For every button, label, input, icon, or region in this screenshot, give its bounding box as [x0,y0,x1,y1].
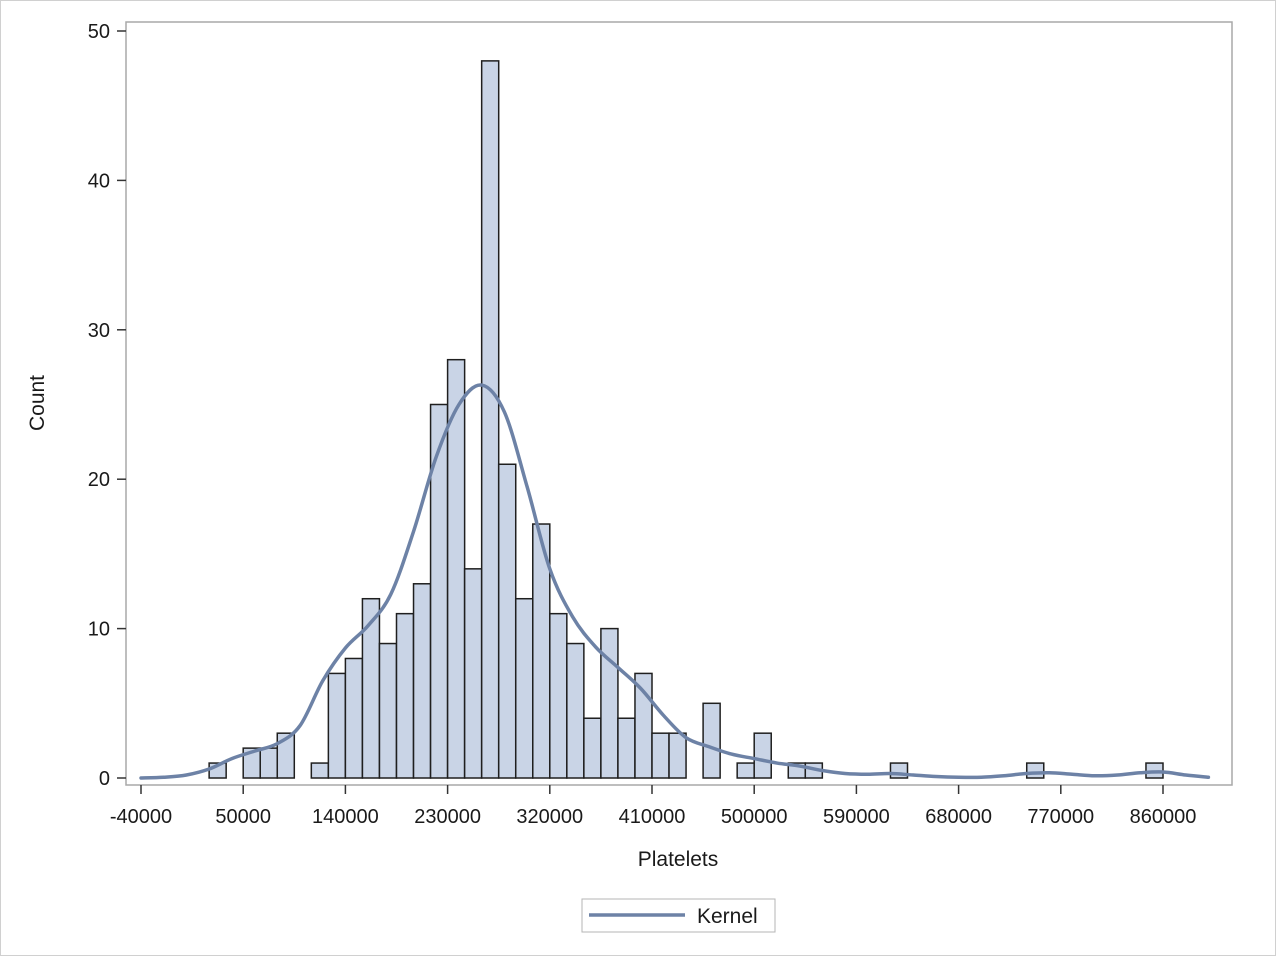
y-tick-label: 40 [88,170,110,192]
x-tick-label: 140000 [312,806,379,828]
histogram-bar [276,732,296,779]
histogram-bar [514,597,534,779]
legend-kernel-label: Kernel [697,905,758,928]
histogram-bar [634,672,653,779]
histogram-bar [600,627,619,779]
histogram-bar [566,642,585,779]
histogram-bar [310,762,330,779]
histogram-bar [327,672,347,779]
x-tick-label: 410000 [619,806,686,828]
histogram-bar [497,463,517,779]
x-tick-label: -40000 [110,806,172,828]
histogram-bar [668,732,687,779]
x-axis: -40000 50000 140000 230000 320000 410000 50000… [110,785,1197,828]
histogram-bar [395,612,415,779]
y-axis: 0 10 20 30 40 50 [88,21,126,790]
kernel-layer [139,383,1211,780]
histogram-bar [583,717,602,779]
x-tick-label: 860000 [1130,806,1197,828]
histogram-bar [651,732,670,779]
x-tick-label: 590000 [823,806,890,828]
plot-area-frame [125,21,1233,786]
histogram-bar [480,60,500,779]
x-tick-label: 230000 [414,806,481,828]
y-axis-title: Count [26,375,49,431]
x-tick-label: 680000 [925,806,992,828]
histogram-bar [463,568,483,779]
histogram-bar [736,762,755,779]
y-tick-label: 50 [88,21,110,43]
y-tick-label: 10 [88,619,110,641]
kernel-density-line [139,383,1211,780]
histogram-bar [378,642,398,779]
y-tick-label: 30 [88,320,110,342]
histogram-bar [702,702,721,779]
legend: Kernel [581,898,776,933]
y-tick-label: 0 [99,768,110,790]
bars-layer [208,60,1164,779]
histogram-bar [753,732,772,779]
histogram-bar [344,657,364,779]
x-tick-label: 50000 [215,806,271,828]
histogram-bar [549,612,568,779]
histogram-bar [617,717,636,779]
histogram-bar [1025,762,1045,779]
histogram-bar [259,747,279,779]
x-axis-title: Platelets [638,848,719,871]
x-tick-label: 320000 [516,806,583,828]
x-tick-label: 500000 [721,806,788,828]
x-tick-label: 770000 [1027,806,1094,828]
histogram-bar [361,597,381,779]
y-tick-label: 20 [88,469,110,491]
histogram-bar [412,583,432,779]
